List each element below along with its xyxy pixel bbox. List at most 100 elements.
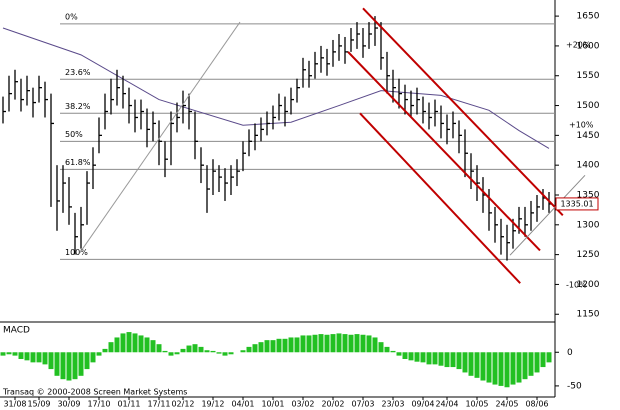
x-tick-label: 24/05: [495, 400, 518, 409]
macd-bar: [522, 352, 528, 380]
trend-line: [362, 7, 564, 216]
fib-label: 0%: [65, 12, 78, 21]
macd-bar: [24, 352, 30, 361]
x-tick-label: 17/10: [87, 400, 110, 409]
x-tick-label: 15/09: [27, 400, 50, 409]
y-tick-label: 1300: [577, 220, 600, 230]
macd-bar: [228, 352, 234, 355]
macd-bar: [468, 352, 474, 376]
x-tick-label: 01/11: [117, 400, 140, 409]
macd-bar: [504, 352, 510, 388]
macd-bar: [282, 338, 288, 353]
macd-bar: [222, 352, 228, 356]
macd-bar: [96, 352, 102, 356]
macd-bar: [54, 352, 60, 376]
y-tick-label: 1250: [577, 250, 600, 260]
macd-bar: [498, 352, 504, 386]
macd-bar: [408, 352, 414, 361]
macd-bar: [174, 352, 180, 355]
macd-bar: [306, 335, 312, 353]
macd-bar: [66, 352, 72, 381]
macd-bar: [114, 337, 120, 353]
fib-label: 23.6%: [65, 68, 91, 77]
macd-bar: [318, 334, 324, 353]
macd-bar: [6, 352, 12, 355]
macd-bar: [156, 344, 162, 353]
fib-label: 100%: [65, 248, 88, 257]
trend-line: [509, 174, 586, 256]
macd-bar: [204, 350, 210, 353]
macd-bar: [18, 352, 24, 359]
copyright: Transaq © 2000-2008 Screen Market System…: [2, 388, 187, 397]
macd-bar: [270, 340, 276, 353]
macd-bar: [36, 352, 42, 363]
annotation: -10%: [566, 281, 587, 290]
macd-bar: [372, 337, 378, 353]
x-tick-label: 02/12: [171, 400, 194, 409]
macd-bar: [342, 334, 348, 353]
macd-bar: [486, 352, 492, 383]
macd-bar: [528, 352, 534, 376]
fib-label: 50%: [65, 130, 83, 139]
macd-bar: [492, 352, 498, 385]
macd-bar: [330, 334, 336, 353]
macd-bar: [378, 342, 384, 353]
fib-label: 61.8%: [65, 158, 91, 167]
x-tick-label: 04/01: [231, 400, 254, 409]
macd-bar: [216, 352, 222, 354]
macd-bar: [276, 338, 282, 353]
macd-bar: [384, 346, 390, 353]
macd-bar: [540, 352, 546, 368]
macd-bar: [186, 345, 192, 353]
macd-bar: [84, 352, 90, 370]
macd-bar: [240, 350, 246, 353]
macd-bar: [42, 352, 48, 365]
macd-bar: [516, 352, 522, 383]
macd-bar: [102, 348, 108, 353]
macd-bar: [144, 337, 150, 353]
macd-bar: [180, 348, 186, 353]
macd-bar: [462, 352, 468, 373]
moving-average: [2, 27, 550, 149]
macd-bar: [414, 352, 420, 362]
x-tick-label: 23/03: [381, 400, 404, 409]
macd-bar: [450, 352, 456, 368]
x-tick-label: 03/02: [291, 400, 314, 409]
macd-bar: [264, 340, 270, 353]
macd-bar: [60, 352, 66, 380]
macd-bar: [210, 350, 216, 353]
macd-bar: [132, 333, 138, 353]
annotation: +20%: [566, 41, 591, 50]
macd-bar: [312, 334, 318, 353]
y-tick-label: 1500: [577, 101, 600, 111]
macd-bar: [546, 352, 552, 363]
annotation: +10%: [569, 121, 594, 130]
macd-bar: [348, 334, 354, 353]
macd-bar: [0, 352, 6, 356]
macd-bar: [48, 352, 54, 370]
y-tick-label: 1200: [577, 280, 600, 290]
macd-bar: [402, 352, 408, 359]
y-tick-label: 1350: [577, 190, 600, 200]
macd-bar: [108, 342, 114, 353]
x-tick-label: 24/04: [435, 400, 458, 409]
macd-bar: [420, 352, 426, 363]
y-tick-label: 1450: [577, 131, 600, 141]
trend-line: [347, 51, 541, 252]
macd-bar: [390, 350, 396, 353]
macd-bar: [294, 337, 300, 353]
y-tick-label: 1400: [577, 161, 600, 171]
macd-tick-label: -50: [567, 381, 582, 391]
macd-bar: [444, 352, 450, 368]
x-tick-label: 08/06: [525, 400, 548, 409]
macd-bar: [12, 352, 18, 356]
macd-bar: [120, 333, 126, 353]
y-tick-label: 1550: [577, 71, 600, 81]
macd-bar: [72, 352, 78, 380]
macd-bar: [246, 346, 252, 353]
y-tick-label: 1150: [577, 310, 600, 320]
trend-line: [359, 112, 521, 284]
macd-bar: [366, 335, 372, 353]
x-tick-label: 19/12: [201, 400, 224, 409]
